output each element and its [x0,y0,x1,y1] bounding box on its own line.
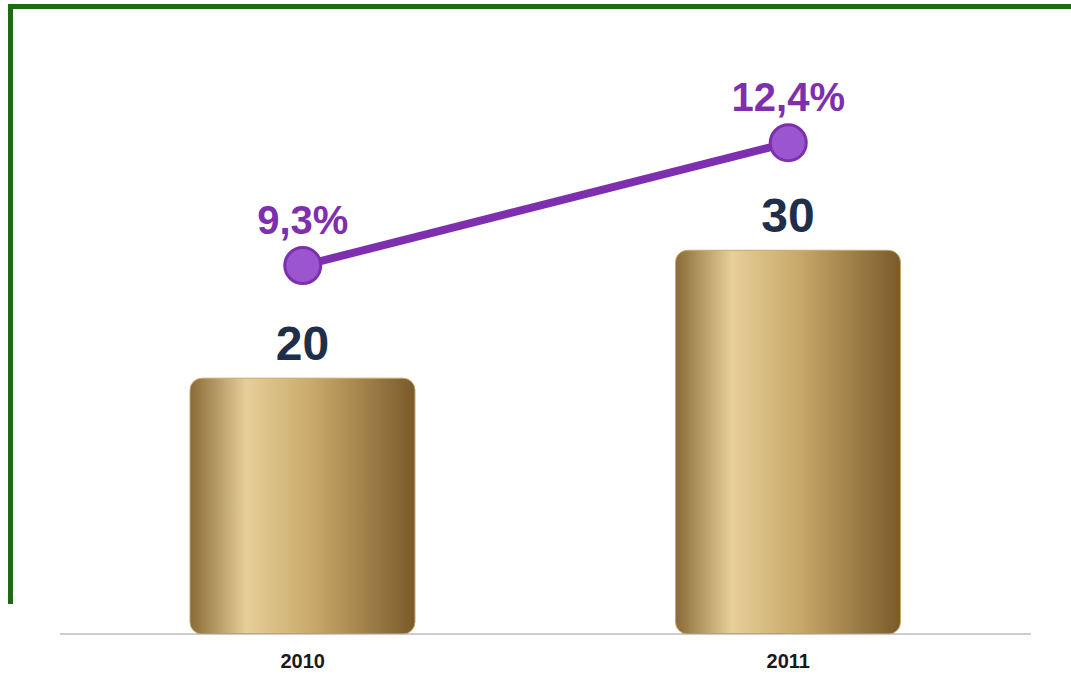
svg-text:2011: 2011 [767,650,810,672]
svg-text:2010: 2010 [281,650,326,672]
svg-text:12,4%: 12,4% [732,75,845,119]
svg-text:20: 20 [276,317,329,370]
svg-text:30: 30 [761,189,814,242]
svg-text:9,3%: 9,3% [257,198,348,242]
